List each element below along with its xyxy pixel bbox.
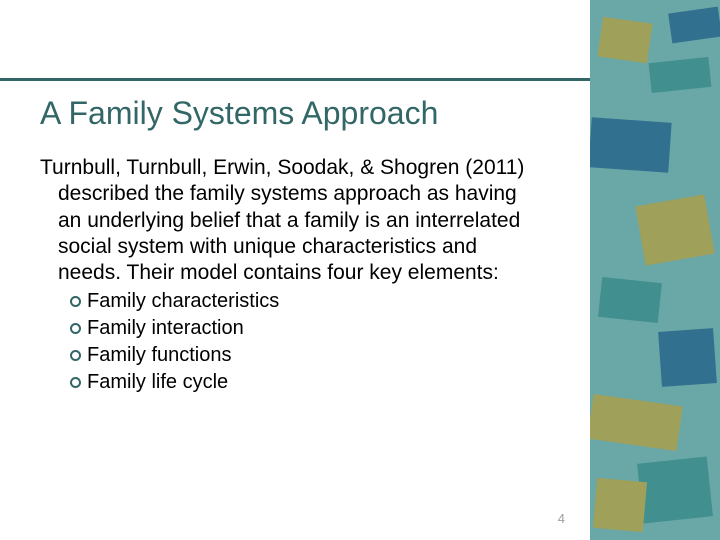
list-item: Family characteristics [70, 288, 540, 315]
bullet-icon [70, 296, 81, 307]
intro-paragraph: Turnbull, Turnbull, Erwin, Soodak, & Sho… [40, 155, 540, 286]
page-number: 4 [558, 511, 565, 526]
decorative-side-band [590, 0, 720, 540]
bullet-list: Family characteristics Family interactio… [70, 288, 540, 396]
slide-title: A Family Systems Approach [40, 95, 438, 132]
list-item: Family functions [70, 342, 540, 369]
bullet-label: Family characteristics [87, 288, 279, 315]
title-divider [0, 78, 590, 81]
slide: A Family Systems Approach Turnbull, Turn… [0, 0, 720, 540]
bullet-label: Family functions [87, 342, 232, 369]
list-item: Family interaction [70, 315, 540, 342]
bullet-icon [70, 377, 81, 388]
bullet-label: Family life cycle [87, 369, 228, 396]
bullet-icon [70, 350, 81, 361]
list-item: Family life cycle [70, 369, 540, 396]
slide-body: Turnbull, Turnbull, Erwin, Soodak, & Sho… [40, 155, 540, 396]
bullet-icon [70, 323, 81, 334]
bullet-label: Family interaction [87, 315, 244, 342]
